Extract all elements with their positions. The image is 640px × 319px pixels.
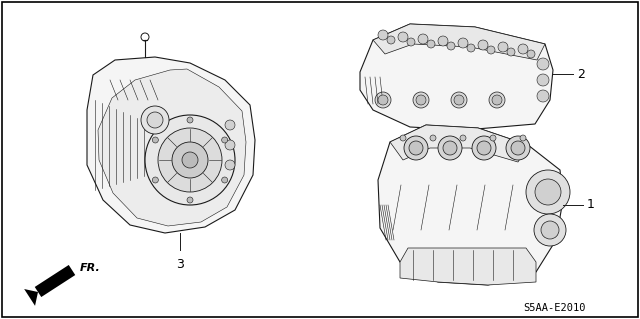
Circle shape bbox=[416, 95, 426, 105]
Circle shape bbox=[535, 179, 561, 205]
Polygon shape bbox=[400, 248, 536, 285]
Circle shape bbox=[472, 136, 496, 160]
Circle shape bbox=[221, 177, 228, 183]
Circle shape bbox=[187, 117, 193, 123]
Circle shape bbox=[438, 36, 448, 46]
Circle shape bbox=[225, 120, 235, 130]
Polygon shape bbox=[98, 69, 246, 226]
Polygon shape bbox=[87, 57, 255, 233]
Circle shape bbox=[145, 115, 235, 205]
Circle shape bbox=[172, 142, 208, 178]
Circle shape bbox=[418, 34, 428, 44]
Circle shape bbox=[400, 135, 406, 141]
Circle shape bbox=[506, 136, 530, 160]
Circle shape bbox=[518, 44, 528, 54]
Polygon shape bbox=[378, 125, 563, 285]
Polygon shape bbox=[390, 125, 528, 162]
Circle shape bbox=[182, 152, 198, 168]
Circle shape bbox=[537, 58, 549, 70]
Circle shape bbox=[458, 38, 468, 48]
Circle shape bbox=[152, 177, 158, 183]
Circle shape bbox=[225, 160, 235, 170]
Circle shape bbox=[225, 140, 235, 150]
Polygon shape bbox=[360, 24, 553, 130]
Text: S5AA-E2010: S5AA-E2010 bbox=[524, 303, 586, 313]
Circle shape bbox=[527, 50, 535, 58]
Circle shape bbox=[526, 170, 570, 214]
Text: 1: 1 bbox=[587, 198, 595, 211]
Circle shape bbox=[467, 44, 475, 52]
Polygon shape bbox=[24, 289, 38, 306]
Circle shape bbox=[537, 74, 549, 86]
Circle shape bbox=[507, 48, 515, 56]
Circle shape bbox=[477, 141, 491, 155]
Text: 3: 3 bbox=[176, 258, 184, 271]
Circle shape bbox=[413, 92, 429, 108]
Circle shape bbox=[158, 128, 222, 192]
Circle shape bbox=[520, 135, 526, 141]
Circle shape bbox=[141, 106, 169, 134]
Circle shape bbox=[404, 136, 428, 160]
Circle shape bbox=[511, 141, 525, 155]
Circle shape bbox=[460, 135, 466, 141]
Circle shape bbox=[478, 40, 488, 50]
Circle shape bbox=[490, 135, 496, 141]
Circle shape bbox=[387, 36, 395, 44]
Circle shape bbox=[541, 221, 559, 239]
Circle shape bbox=[398, 32, 408, 42]
Circle shape bbox=[152, 137, 158, 143]
Text: FR.: FR. bbox=[80, 263, 100, 273]
Circle shape bbox=[187, 197, 193, 203]
Circle shape bbox=[492, 95, 502, 105]
Circle shape bbox=[454, 95, 464, 105]
Circle shape bbox=[438, 136, 462, 160]
Circle shape bbox=[375, 92, 391, 108]
Circle shape bbox=[409, 141, 423, 155]
Circle shape bbox=[443, 141, 457, 155]
Polygon shape bbox=[35, 265, 76, 297]
Circle shape bbox=[447, 42, 455, 50]
Circle shape bbox=[534, 214, 566, 246]
Circle shape bbox=[498, 42, 508, 52]
Circle shape bbox=[221, 137, 228, 143]
Circle shape bbox=[378, 95, 388, 105]
Circle shape bbox=[378, 30, 388, 40]
Circle shape bbox=[427, 40, 435, 48]
Text: 2: 2 bbox=[577, 68, 585, 80]
Circle shape bbox=[407, 38, 415, 46]
Circle shape bbox=[147, 112, 163, 128]
Circle shape bbox=[430, 135, 436, 141]
Polygon shape bbox=[373, 24, 545, 60]
Circle shape bbox=[451, 92, 467, 108]
Circle shape bbox=[537, 90, 549, 102]
Circle shape bbox=[487, 46, 495, 54]
Circle shape bbox=[489, 92, 505, 108]
